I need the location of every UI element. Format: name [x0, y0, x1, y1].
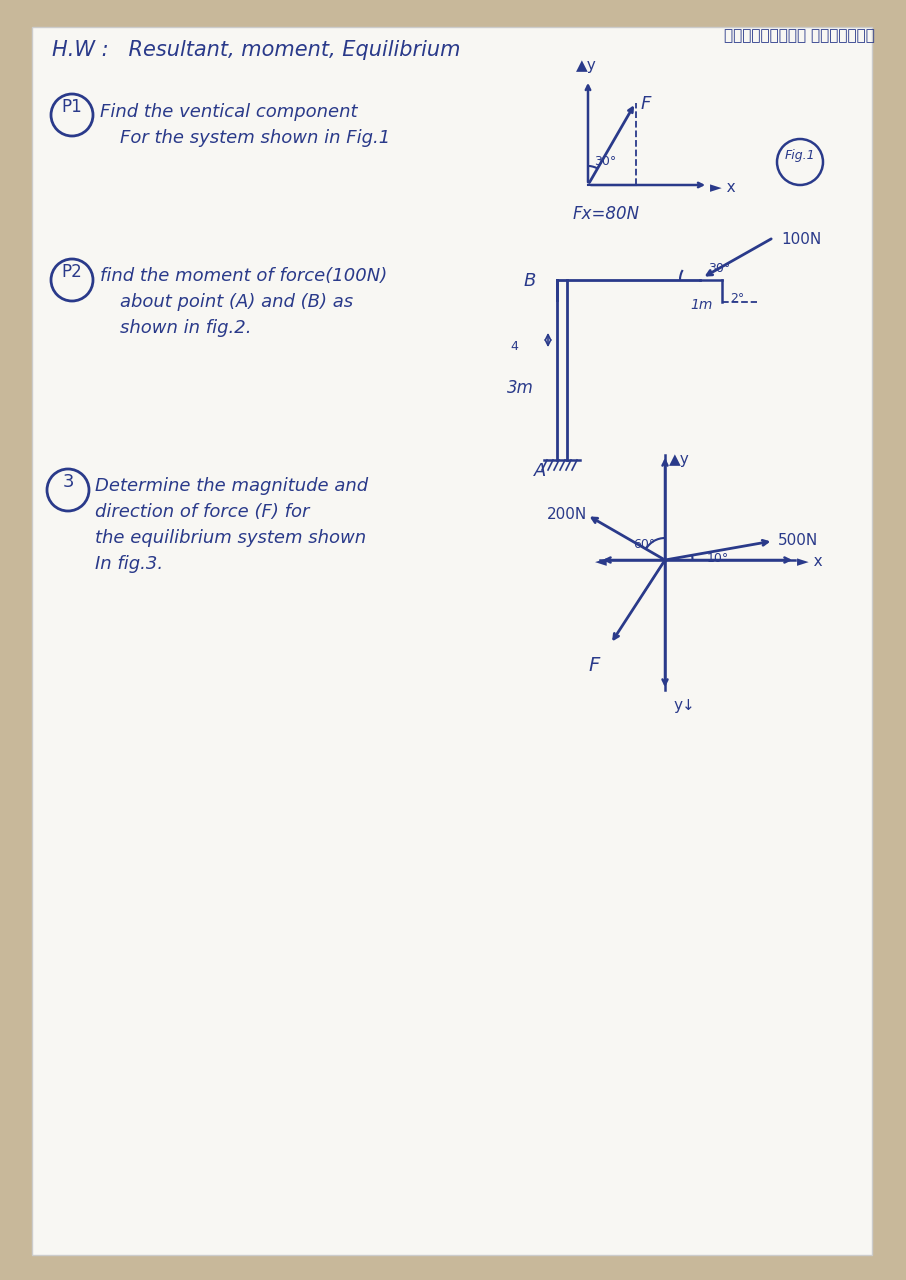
Text: ► x: ► x [797, 554, 823, 570]
Text: In fig.3.: In fig.3. [95, 556, 163, 573]
Text: For the system shown in Fig.1: For the system shown in Fig.1 [120, 129, 390, 147]
Text: ◄: ◄ [595, 554, 607, 570]
Text: 200N: 200N [547, 507, 587, 522]
Text: الميكانيك الهندسي: الميكانيك الهندسي [724, 28, 875, 44]
Text: 4: 4 [510, 340, 518, 353]
Text: the equilibrium system shown: the equilibrium system shown [95, 529, 366, 547]
Text: shown in fig.2.: shown in fig.2. [120, 319, 252, 337]
Text: Find the ventical component: Find the ventical component [100, 102, 358, 122]
Text: F: F [589, 655, 600, 675]
Text: 30°: 30° [708, 262, 730, 275]
Text: P1: P1 [62, 99, 82, 116]
Text: P2: P2 [62, 262, 82, 282]
Text: 3m: 3m [507, 379, 534, 397]
Text: y↓: y↓ [673, 698, 695, 713]
Text: 2°: 2° [730, 292, 744, 305]
Text: about point (A) and (B) as: about point (A) and (B) as [120, 293, 353, 311]
Text: 3: 3 [63, 474, 73, 492]
Text: A: A [534, 462, 546, 480]
Text: H.W :   Resultant, moment, Equilibrium: H.W : Resultant, moment, Equilibrium [52, 40, 460, 60]
Text: 500N: 500N [778, 532, 819, 548]
Text: find the moment of force(100N): find the moment of force(100N) [100, 268, 387, 285]
Text: ▲y: ▲y [576, 58, 597, 73]
Text: B: B [524, 271, 536, 291]
Text: ► x: ► x [710, 180, 736, 195]
Text: Fig.1: Fig.1 [785, 148, 815, 161]
FancyBboxPatch shape [32, 27, 872, 1254]
Text: 10°: 10° [707, 552, 729, 564]
Text: 30°: 30° [594, 155, 616, 168]
Text: 60°: 60° [633, 538, 655, 550]
Text: 1m: 1m [690, 298, 712, 312]
Text: Determine the magnitude and: Determine the magnitude and [95, 477, 368, 495]
Text: ▲y: ▲y [669, 452, 689, 467]
Text: F: F [641, 95, 651, 113]
Text: Fx=80N: Fx=80N [573, 205, 640, 223]
Text: direction of force (F) for: direction of force (F) for [95, 503, 309, 521]
Text: 100N: 100N [782, 233, 822, 247]
